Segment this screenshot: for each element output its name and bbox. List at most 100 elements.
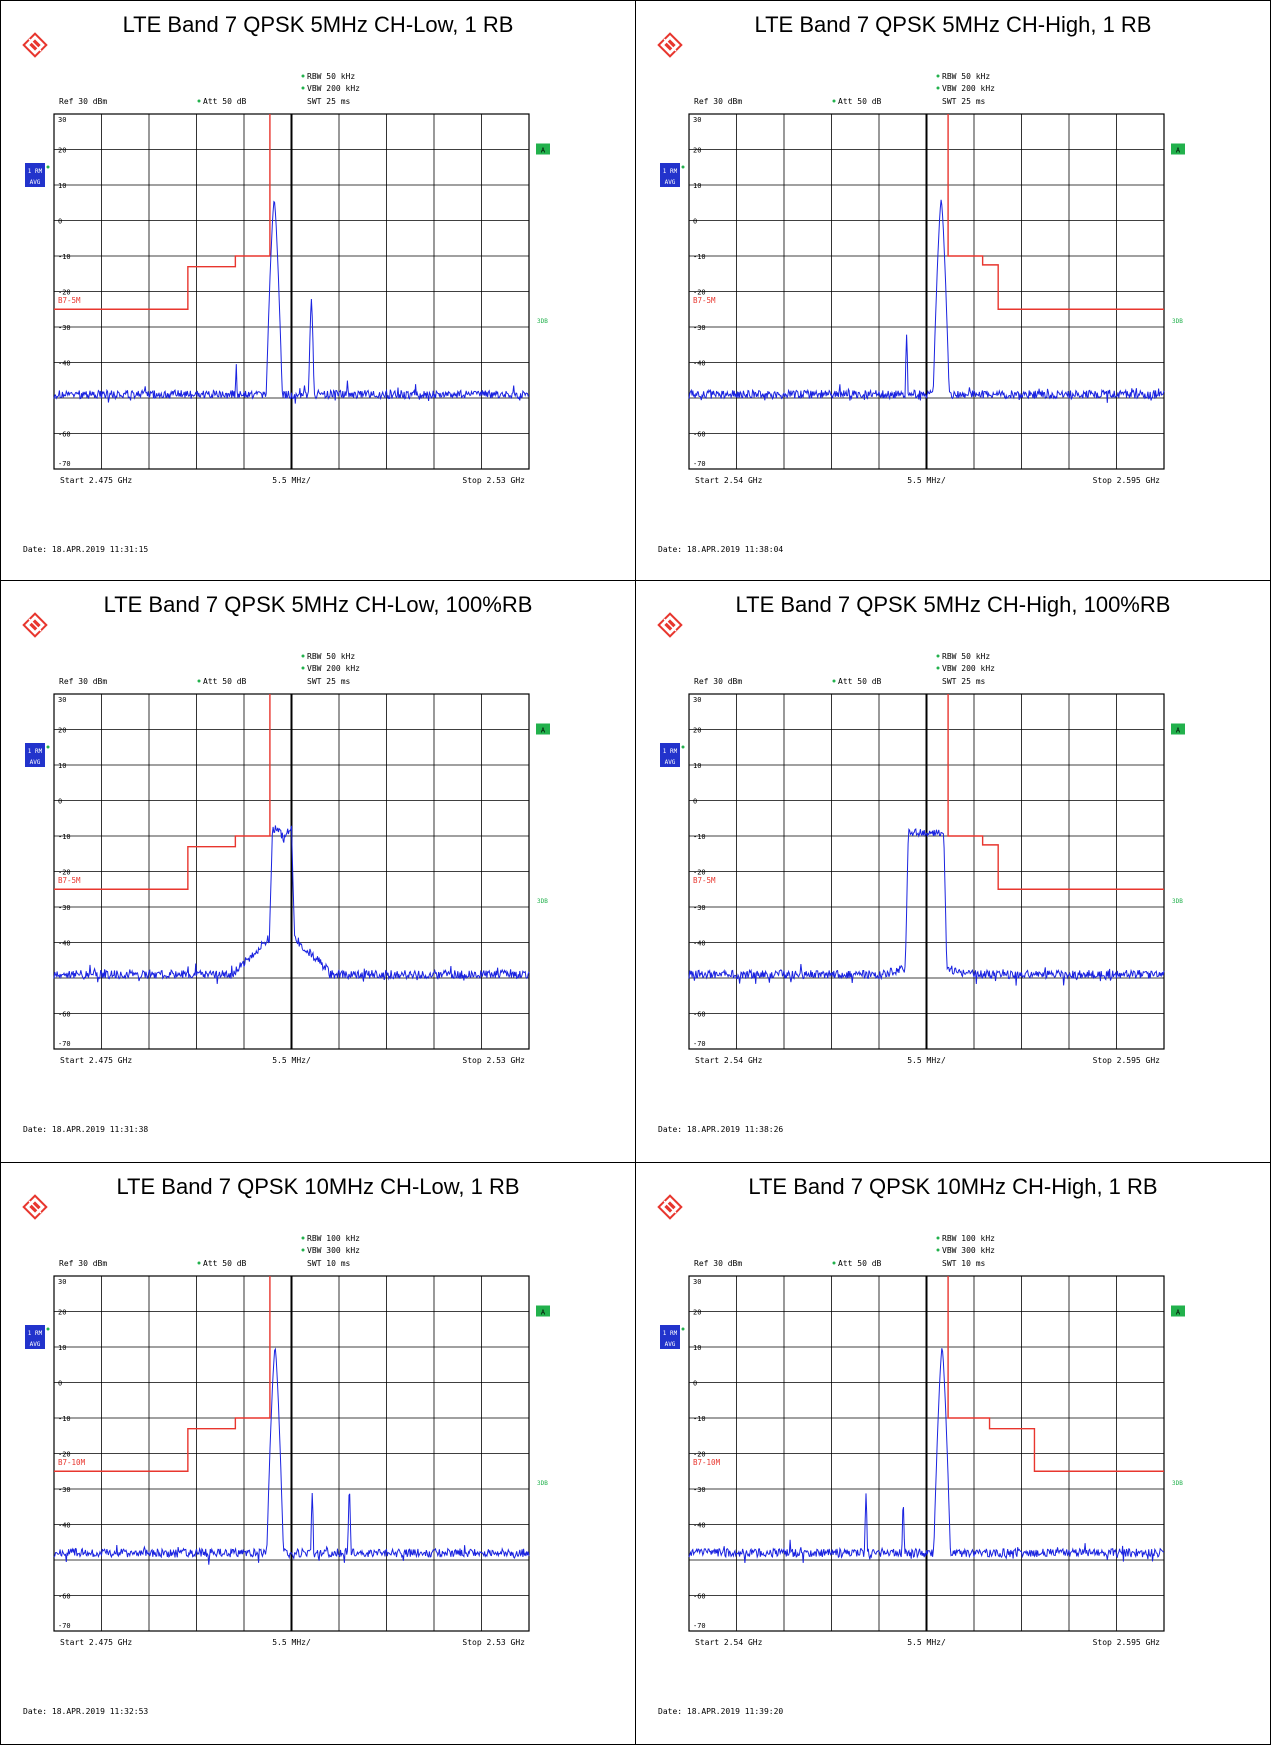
badge-a-text: A <box>541 147 546 155</box>
trace-badge-top: 1 RM <box>663 748 678 755</box>
measurement-date: Date: 18.APR.2019 11:31:15 <box>23 545 149 554</box>
rohde-schwarz-logo-icon <box>22 1194 48 1220</box>
y-tick-label: -10 <box>693 833 706 841</box>
plot-area: 30 20 10 0 -10 -20 -30 -40 -60 -70 B7-5M <box>688 113 1165 470</box>
attenuation-label: Att 50 dB <box>838 1259 882 1268</box>
trace-mode-badge: 1 RM AVG <box>25 1325 45 1349</box>
y-tick-label: 10 <box>58 762 66 770</box>
star-marker-icon <box>936 1236 940 1240</box>
y-tick-label: 20 <box>693 727 701 735</box>
trace-a-badge: A <box>536 1305 550 1317</box>
star-marker-icon <box>681 1327 685 1331</box>
star-marker-icon <box>832 1261 836 1265</box>
star-marker-icon <box>301 654 305 658</box>
ref-level-label: Ref 30 dBm <box>694 677 742 686</box>
limit-line <box>54 1276 271 1472</box>
trace-mode-badge: 1 RM AVG <box>660 163 680 187</box>
y-tick-label: -40 <box>693 360 706 368</box>
y-tick-label: -20 <box>693 1451 706 1459</box>
span-per-division-label: 5.5 MHz/ <box>272 1056 311 1065</box>
plot-area: 30 20 10 0 -10 -20 -30 -40 -60 -70 B7-10M <box>688 1275 1165 1632</box>
y-tick-label: -20 <box>693 869 706 877</box>
stop-frequency-label: Stop 2.53 GHz <box>462 1056 525 1065</box>
star-marker-icon <box>197 99 201 103</box>
limit-line-label: B7-10M <box>58 1458 86 1467</box>
trace-mode-badge: 1 RM AVG <box>25 743 45 767</box>
y-tick-label: 10 <box>693 182 701 190</box>
limit-line-label: B7-5M <box>58 876 81 885</box>
span-per-division-label: 5.5 MHz/ <box>272 476 311 485</box>
star-marker-icon <box>936 1248 940 1252</box>
trace-badge-top: 1 RM <box>663 168 678 175</box>
sweep-time-label: SWT 25 ms <box>942 97 986 106</box>
spectrum-trace <box>53 1347 530 1565</box>
limit-line <box>947 114 1164 310</box>
start-frequency-label: Start 2.54 GHz <box>695 1638 763 1647</box>
start-frequency-label: Start 2.475 GHz <box>60 476 132 485</box>
plot-area: 30 20 10 0 -10 -20 -30 -40 -60 -70 B7-5M <box>53 113 530 470</box>
vbw-label: VBW 300 kHz <box>942 1246 995 1255</box>
limit-line <box>54 114 271 310</box>
vbw-label: VBW 300 kHz <box>307 1246 360 1255</box>
y-tick-label: 30 <box>693 696 701 704</box>
start-frequency-label: Start 2.54 GHz <box>695 476 763 485</box>
y-tick-label: 30 <box>693 1278 701 1286</box>
spectrum-trace <box>688 1348 1165 1564</box>
y-tick-label: -10 <box>58 1415 71 1423</box>
y-tick-label: -60 <box>58 431 71 439</box>
y-tick-label: -10 <box>693 253 706 261</box>
ref-level-label: Ref 30 dBm <box>59 97 107 106</box>
span-per-division-label: 5.5 MHz/ <box>907 1638 946 1647</box>
panel-title: LTE Band 7 QPSK 5MHz CH-High, 1 RB <box>754 12 1152 37</box>
y-tick-label: 30 <box>58 116 66 124</box>
badge-a-text: A <box>1176 147 1181 155</box>
limit-line <box>947 694 1164 890</box>
y-tick-label: -40 <box>58 1522 71 1530</box>
y-tick-label: -30 <box>693 904 706 912</box>
plot-area: 30 20 10 0 -10 -20 -30 -40 -60 -70 B7-5M <box>688 693 1165 1050</box>
rbw-label: RBW 50 kHz <box>307 652 355 661</box>
rbw-label: RBW 50 kHz <box>942 652 990 661</box>
star-marker-icon <box>832 99 836 103</box>
y-tick-label: -60 <box>693 1011 706 1019</box>
spectrum-panel: LTE Band 7 QPSK 5MHz CH-Low, 100%RB RBW 5… <box>0 580 636 1163</box>
trace-mode-badge: 1 RM AVG <box>660 743 680 767</box>
y-tick-label: -70 <box>58 460 71 468</box>
y-tick-label: -70 <box>693 1622 706 1630</box>
star-marker-icon <box>681 165 685 169</box>
panel-title: LTE Band 7 QPSK 5MHz CH-Low, 1 RB <box>122 12 514 37</box>
rohde-schwarz-logo-icon <box>657 32 683 58</box>
y-tick-label: -70 <box>58 1040 71 1048</box>
y-tick-label: 0 <box>58 1380 62 1388</box>
y-tick-label: -40 <box>58 360 71 368</box>
attenuation-label: Att 50 dB <box>203 97 247 106</box>
measurement-date: Date: 18.APR.2019 11:31:38 <box>23 1125 149 1134</box>
y-tick-label: -20 <box>58 1451 71 1459</box>
y-tick-label: -40 <box>58 940 71 948</box>
badge-3db-text: 3DB <box>537 1480 548 1487</box>
y-tick-label: -70 <box>693 460 706 468</box>
vbw-label: VBW 200 kHz <box>942 84 995 93</box>
y-tick-label: -30 <box>58 904 71 912</box>
panel-title: LTE Band 7 QPSK 5MHz CH-Low, 100%RB <box>103 592 533 617</box>
star-marker-icon <box>301 666 305 670</box>
star-marker-icon <box>46 1327 50 1331</box>
measurement-date: Date: 18.APR.2019 11:38:04 <box>658 545 784 554</box>
rbw-label: RBW 50 kHz <box>307 72 355 81</box>
attenuation-label: Att 50 dB <box>203 677 247 686</box>
rohde-schwarz-logo-icon <box>657 1194 683 1220</box>
stop-frequency-label: Stop 2.595 GHz <box>1093 1638 1161 1647</box>
trace-badge-bottom: AVG <box>30 1341 41 1348</box>
trace-badge-bottom: AVG <box>665 759 676 766</box>
star-marker-icon <box>301 74 305 78</box>
star-marker-icon <box>936 654 940 658</box>
trace-a-badge: A <box>536 143 550 155</box>
measurement-date: Date: 18.APR.2019 11:39:20 <box>658 1707 784 1716</box>
star-marker-icon <box>46 165 50 169</box>
spectrum-plot: RBW 50 kHz VBW 200 kHz Ref 30 dBm Att 50 dB… <box>22 32 550 485</box>
spectrum-plot: RBW 50 kHz VBW 200 kHz Ref 30 dBm Att 50 dB… <box>657 32 1185 485</box>
y-tick-label: -70 <box>58 1622 71 1630</box>
y-tick-label: -60 <box>693 431 706 439</box>
badge-3db-text: 3DB <box>1172 318 1183 325</box>
